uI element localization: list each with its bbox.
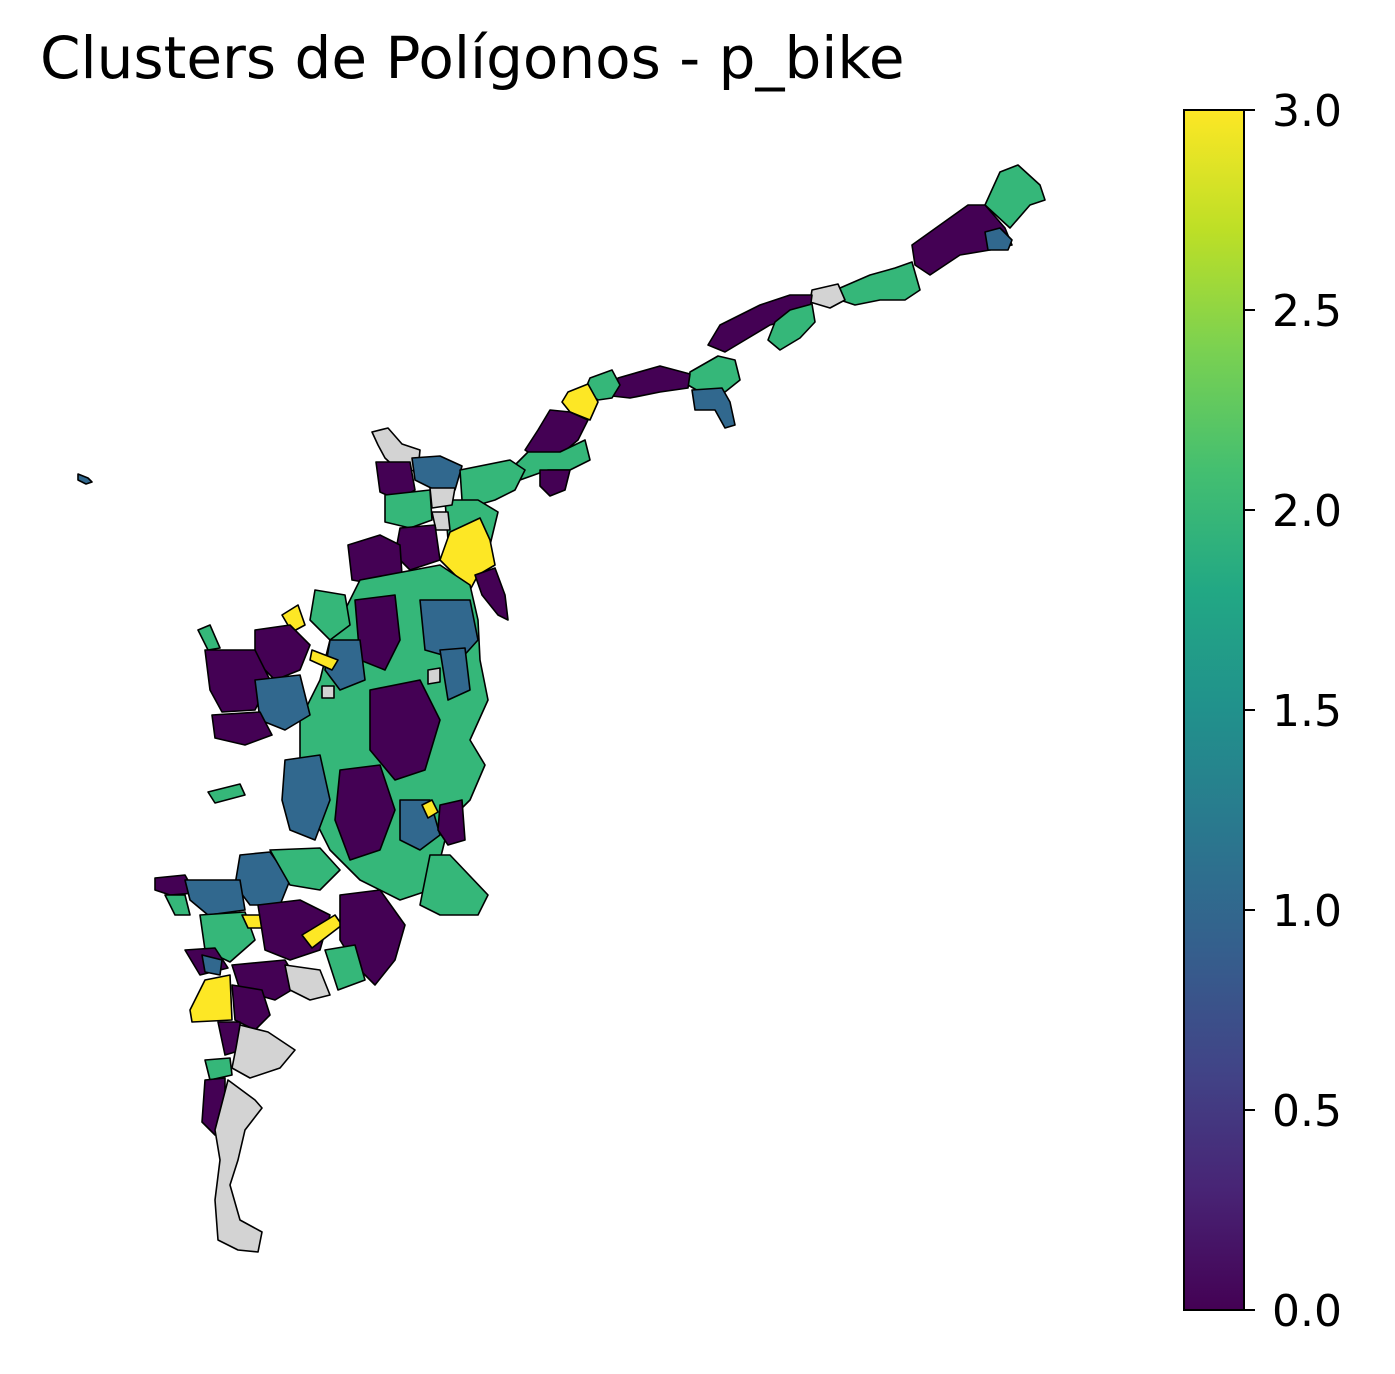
polygon-cluster-1: [419, 599, 479, 661]
polygon-cluster-1: [77, 473, 93, 485]
polygon-cluster-1: [411, 455, 463, 491]
polygon-cluster-none: [231, 1024, 296, 1079]
polygon-cluster-0: [211, 711, 273, 746]
polygon-cluster-0: [334, 764, 396, 861]
polygon-cluster-1: [184, 879, 246, 916]
polygon-cluster-0: [539, 469, 571, 497]
polygon-cluster-2: [839, 261, 921, 306]
polygon-cluster-1: [201, 954, 223, 976]
polygon-cluster-2: [207, 783, 246, 804]
polygon-cluster-0: [204, 649, 271, 713]
polygon-cluster-2: [164, 894, 191, 916]
polygon-cluster-none: [427, 667, 441, 685]
polygon-cluster-0: [611, 365, 691, 399]
polygon-cluster-none: [431, 511, 451, 531]
colorbar-tick-label: 0.0: [1272, 1286, 1342, 1337]
polygon-cluster-2: [324, 944, 366, 991]
polygon-cluster-2: [459, 459, 526, 506]
polygon-cluster-2: [269, 847, 341, 891]
colorbar-gradient: [1183, 109, 1245, 1311]
polygon-cluster-0: [437, 799, 466, 846]
polygon-cluster-2: [384, 489, 433, 529]
polygon-cluster-none: [809, 283, 846, 309]
choropleth-map: [77, 164, 1046, 1253]
colorbar-tick-label: 2.5: [1272, 286, 1342, 337]
polygon-cluster-2: [419, 854, 489, 916]
polygon-cluster-none: [429, 487, 456, 509]
colorbar-tick-label: 2.0: [1272, 486, 1342, 537]
map-title: Clusters de Polígonos - p_bike: [40, 24, 905, 92]
polygon-cluster-2: [767, 303, 816, 351]
polygon-cluster-0: [231, 984, 271, 1031]
colorbar-tick-label: 1.5: [1272, 686, 1342, 737]
polygon-cluster-1: [984, 227, 1013, 251]
polygon-cluster-3: [309, 649, 339, 671]
colorbar-ticks: 0.0 0.5 1.0 1.5 2.0 2.5 3.0: [1244, 86, 1342, 1337]
polygon-cluster-3: [561, 383, 599, 421]
colorbar-tick-label: 1.0: [1272, 886, 1342, 937]
polygon-cluster-0: [369, 679, 441, 781]
polygon-cluster-0: [911, 204, 1013, 276]
polygon-cluster-0: [707, 294, 813, 353]
polygon-cluster-2: [687, 355, 741, 393]
colorbar-tick-label: 0.5: [1272, 1086, 1342, 1137]
polygon-cluster-2: [309, 589, 351, 641]
polygon-cluster-none: [284, 964, 331, 1001]
polygon-cluster-none: [214, 1079, 263, 1253]
polygon-cluster-1: [691, 387, 736, 429]
polygon-cluster-1: [439, 647, 471, 701]
polygon-cluster-2: [197, 624, 221, 651]
colorbar-tick-label: 3.0: [1272, 86, 1342, 137]
colorbar-legend: 0.0 0.5 1.0 1.5 2.0 2.5 3.0: [1183, 86, 1342, 1337]
polygon-cluster-1: [281, 754, 331, 841]
polygon-cluster-0: [474, 567, 509, 621]
polygon-cluster-3: [189, 974, 233, 1023]
polygon-cluster-3: [421, 799, 439, 819]
polygon-cluster-none: [321, 685, 335, 699]
polygon-cluster-2: [204, 1057, 233, 1081]
